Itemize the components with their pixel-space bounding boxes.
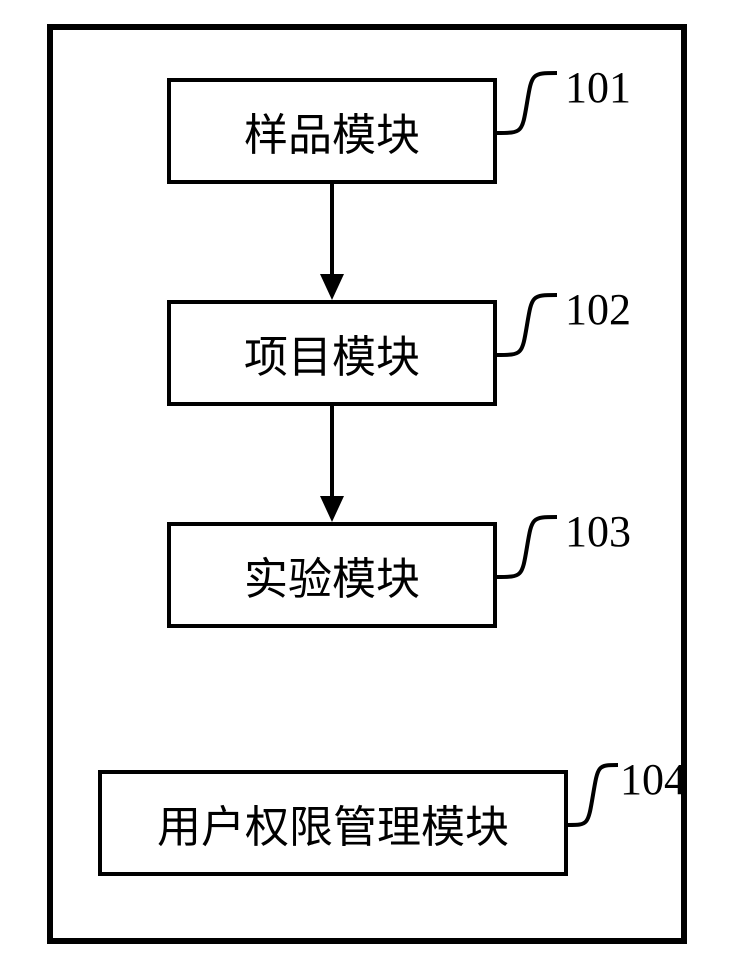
arrow-102-103 [312,406,352,522]
module-label-102: 项目模块 [244,321,420,385]
module-box-103: 实验模块 [167,522,497,628]
connector-curve-103 [497,507,577,597]
module-label-104: 用户权限管理模块 [157,791,509,855]
module-box-102: 项目模块 [167,300,497,406]
module-label-101: 样品模块 [244,99,420,163]
connector-curve-102 [497,285,577,375]
module-box-101: 样品模块 [167,78,497,184]
arrow-101-102 [312,184,352,300]
module-box-104: 用户权限管理模块 [98,770,568,876]
connector-curve-104 [568,755,638,845]
module-label-103: 实验模块 [244,543,420,607]
connector-curve-101 [497,63,577,153]
